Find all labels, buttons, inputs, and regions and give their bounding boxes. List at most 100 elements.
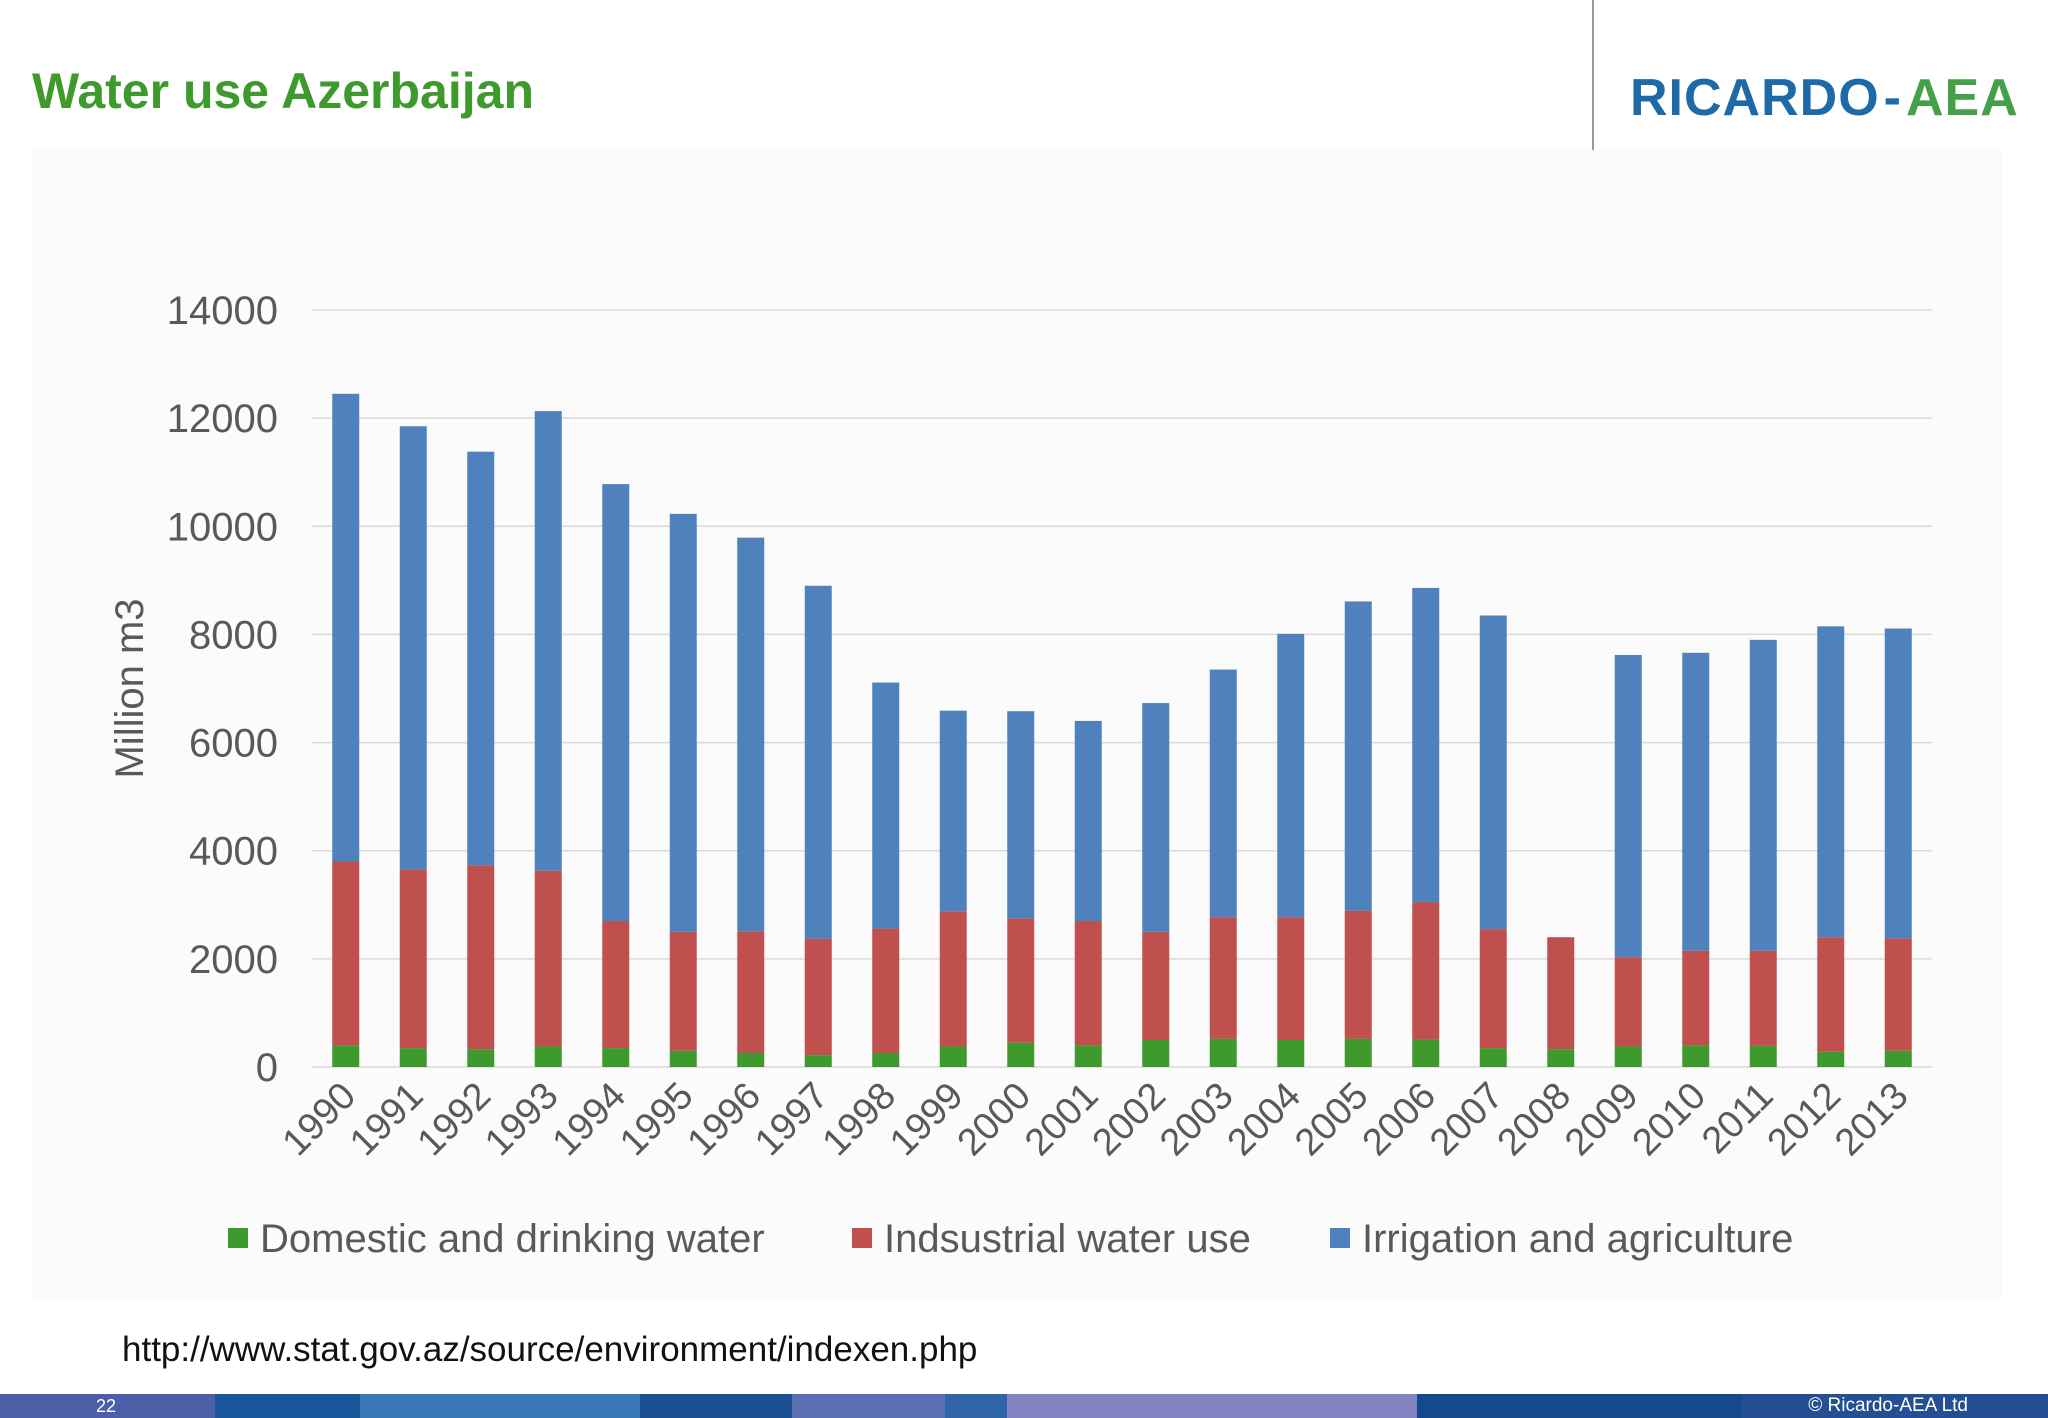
slide-title: Water use Azerbaijan: [32, 63, 535, 119]
bar-domestic-and-drinking-water-2006: [1412, 1039, 1440, 1067]
y-tick-label: 14000: [167, 289, 278, 333]
bar-domestic-and-drinking-water-1991: [399, 1048, 427, 1067]
bar-indsustrial-water-use-1991: [399, 869, 427, 1049]
logo-separator: -: [1883, 69, 1902, 127]
y-axis-label: Million m3: [108, 598, 152, 778]
bar-irrigation-and-agriculture-2002: [1142, 703, 1170, 932]
bar-domestic-and-drinking-water-1992: [467, 1049, 495, 1067]
x-tick-label: 2010: [1625, 1075, 1714, 1164]
x-tick-label: 2003: [1152, 1075, 1241, 1164]
x-tick-label: 2004: [1220, 1075, 1309, 1164]
bar-domestic-and-drinking-water-2012: [1817, 1051, 1845, 1067]
bar-indsustrial-water-use-1999: [939, 911, 967, 1047]
bar-domestic-and-drinking-water-2010: [1682, 1045, 1710, 1067]
x-tick-label: 1998: [815, 1075, 904, 1164]
page-number: 22: [96, 1396, 117, 1416]
bar-indsustrial-water-use-2008: [1547, 937, 1575, 1050]
bar-indsustrial-water-use-2012: [1817, 937, 1845, 1052]
bar-irrigation-and-agriculture-1992: [467, 451, 495, 866]
bar-domestic-and-drinking-water-1995: [669, 1050, 697, 1067]
x-tick-label: 1993: [477, 1075, 566, 1164]
bar-indsustrial-water-use-1998: [872, 928, 900, 1053]
bar-indsustrial-water-use-1994: [602, 921, 630, 1049]
bar-indsustrial-water-use-1995: [669, 931, 697, 1051]
x-tick-label: 1994: [545, 1075, 634, 1164]
ricardo-aea-logo: RICARDO-AEA: [1630, 68, 2019, 128]
bar-domestic-and-drinking-water-2005: [1344, 1038, 1372, 1067]
bar-domestic-and-drinking-water-2004: [1277, 1039, 1305, 1067]
x-tick-label: 2002: [1085, 1075, 1174, 1164]
bar-domestic-and-drinking-water-2013: [1884, 1050, 1912, 1067]
bar-irrigation-and-agriculture-2000: [1007, 711, 1035, 919]
x-tick-label: 2000: [950, 1075, 1039, 1164]
bar-indsustrial-water-use-1997: [804, 938, 832, 1056]
bar-domestic-and-drinking-water-1996: [737, 1052, 765, 1067]
bar-irrigation-and-agriculture-2001: [1074, 720, 1102, 922]
y-tick-label: 12000: [167, 397, 278, 441]
bar-indsustrial-water-use-1993: [534, 870, 562, 1047]
bar-irrigation-and-agriculture-2003: [1209, 669, 1237, 918]
bar-irrigation-and-agriculture-1997: [804, 585, 832, 939]
x-tick-label: 1990: [275, 1075, 364, 1164]
x-tick-label: 2005: [1287, 1075, 1376, 1164]
bar-indsustrial-water-use-2009: [1614, 957, 1642, 1047]
bar-domestic-and-drinking-water-2003: [1209, 1038, 1237, 1067]
bar-irrigation-and-agriculture-2011: [1749, 639, 1777, 951]
bar-indsustrial-water-use-1996: [737, 931, 765, 1053]
x-tick-label: 1992: [410, 1075, 499, 1164]
x-tick-label: 2006: [1355, 1075, 1444, 1164]
bar-domestic-and-drinking-water-1994: [602, 1048, 630, 1067]
bar-indsustrial-water-use-2002: [1142, 931, 1170, 1040]
x-tick-label: 2012: [1760, 1075, 1849, 1164]
bar-indsustrial-water-use-2000: [1007, 918, 1035, 1043]
bar-irrigation-and-agriculture-1996: [737, 537, 765, 932]
bar-indsustrial-water-use-2004: [1277, 917, 1305, 1040]
bar-domestic-and-drinking-water-1997: [804, 1055, 832, 1067]
bar-indsustrial-water-use-2010: [1682, 950, 1710, 1046]
legend-swatch: [852, 1228, 872, 1248]
bar-irrigation-and-agriculture-2005: [1344, 601, 1372, 911]
x-tick-label: 2013: [1827, 1075, 1916, 1164]
bar-irrigation-and-agriculture-1999: [939, 710, 967, 912]
x-tick-label: 2009: [1557, 1075, 1646, 1164]
header-divider: [1592, 0, 1594, 176]
bar-domestic-and-drinking-water-1990: [332, 1045, 360, 1067]
y-tick-label: 2000: [189, 938, 278, 982]
bar-indsustrial-water-use-2001: [1074, 921, 1102, 1046]
x-tick-label: 2011: [1694, 1075, 1781, 1162]
bar-irrigation-and-agriculture-1998: [872, 682, 900, 929]
bar-irrigation-and-agriculture-1993: [534, 411, 562, 871]
bar-domestic-and-drinking-water-2008: [1547, 1049, 1575, 1067]
legend-label: Domestic and drinking water: [260, 1217, 765, 1261]
copyright-text: © Ricardo-AEA Ltd: [1808, 1395, 1968, 1416]
bar-irrigation-and-agriculture-2012: [1817, 626, 1845, 938]
bar-irrigation-and-agriculture-1995: [669, 513, 697, 932]
bar-domestic-and-drinking-water-2000: [1007, 1042, 1035, 1067]
x-tick-label: 1995: [612, 1075, 701, 1164]
bar-domestic-and-drinking-water-2002: [1142, 1039, 1170, 1067]
y-tick-label: 6000: [189, 722, 278, 766]
legend-label: Irrigation and agriculture: [1362, 1217, 1793, 1261]
bar-indsustrial-water-use-2005: [1344, 910, 1372, 1039]
bar-domestic-and-drinking-water-1999: [939, 1046, 967, 1067]
x-tick-label: 1999: [882, 1075, 971, 1164]
y-tick-label: 8000: [189, 613, 278, 657]
x-tick-label: 2001: [1017, 1075, 1106, 1164]
y-tick-label: 0: [256, 1046, 278, 1090]
bar-indsustrial-water-use-1992: [467, 865, 495, 1050]
bar-domestic-and-drinking-water-2007: [1479, 1048, 1507, 1067]
footer-strip: [0, 1394, 2048, 1418]
y-tick-label: 4000: [189, 830, 278, 874]
logo-suffix-text: AEA: [1906, 69, 2019, 127]
bar-domestic-and-drinking-water-2009: [1614, 1046, 1642, 1067]
legend-swatch: [1330, 1228, 1350, 1248]
x-tick-label: 1997: [747, 1075, 836, 1164]
y-tick-label: 10000: [167, 505, 278, 549]
bar-irrigation-and-agriculture-2010: [1682, 652, 1710, 951]
legend-label: Indsustrial water use: [884, 1217, 1251, 1261]
bar-indsustrial-water-use-2003: [1209, 917, 1237, 1039]
bar-irrigation-and-agriculture-1990: [332, 393, 360, 862]
bar-irrigation-and-agriculture-2006: [1412, 587, 1440, 903]
bar-irrigation-and-agriculture-1994: [602, 484, 630, 922]
bar-indsustrial-water-use-1990: [332, 861, 360, 1046]
